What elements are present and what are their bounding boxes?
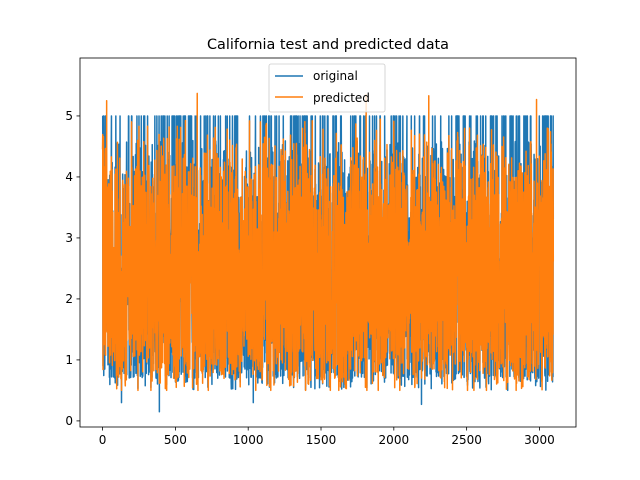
y-axis: 0 1 2 3 4 5 — [65, 109, 80, 428]
y-tick-label: 5 — [65, 109, 73, 123]
x-tick-label: 1500 — [306, 433, 337, 447]
x-tick-label: 2000 — [379, 433, 410, 447]
axes-frame — [79, 57, 577, 428]
y-tick-label: 1 — [65, 353, 73, 367]
x-axis: 0 500 1000 1500 2000 2500 3000 — [99, 427, 555, 447]
x-tick-label: 3000 — [524, 433, 555, 447]
x-tick-label: 1000 — [233, 433, 264, 447]
y-tick-label: 4 — [65, 170, 73, 184]
legend-label-predicted: predicted — [313, 91, 370, 105]
legend: original predicted — [268, 63, 386, 113]
x-tick-label: 500 — [164, 433, 187, 447]
x-tick-label: 2500 — [451, 433, 482, 447]
y-tick-label: 0 — [65, 414, 73, 428]
plot-area — [101, 92, 555, 413]
legend-label-original: original — [313, 69, 358, 83]
chart-title: California test and predicted data — [207, 37, 449, 53]
series-line-predicted — [101, 92, 555, 392]
y-tick-label: 3 — [65, 231, 73, 245]
series-layer — [101, 92, 555, 413]
y-tick-label: 2 — [65, 292, 73, 306]
x-tick-label: 0 — [99, 433, 107, 447]
